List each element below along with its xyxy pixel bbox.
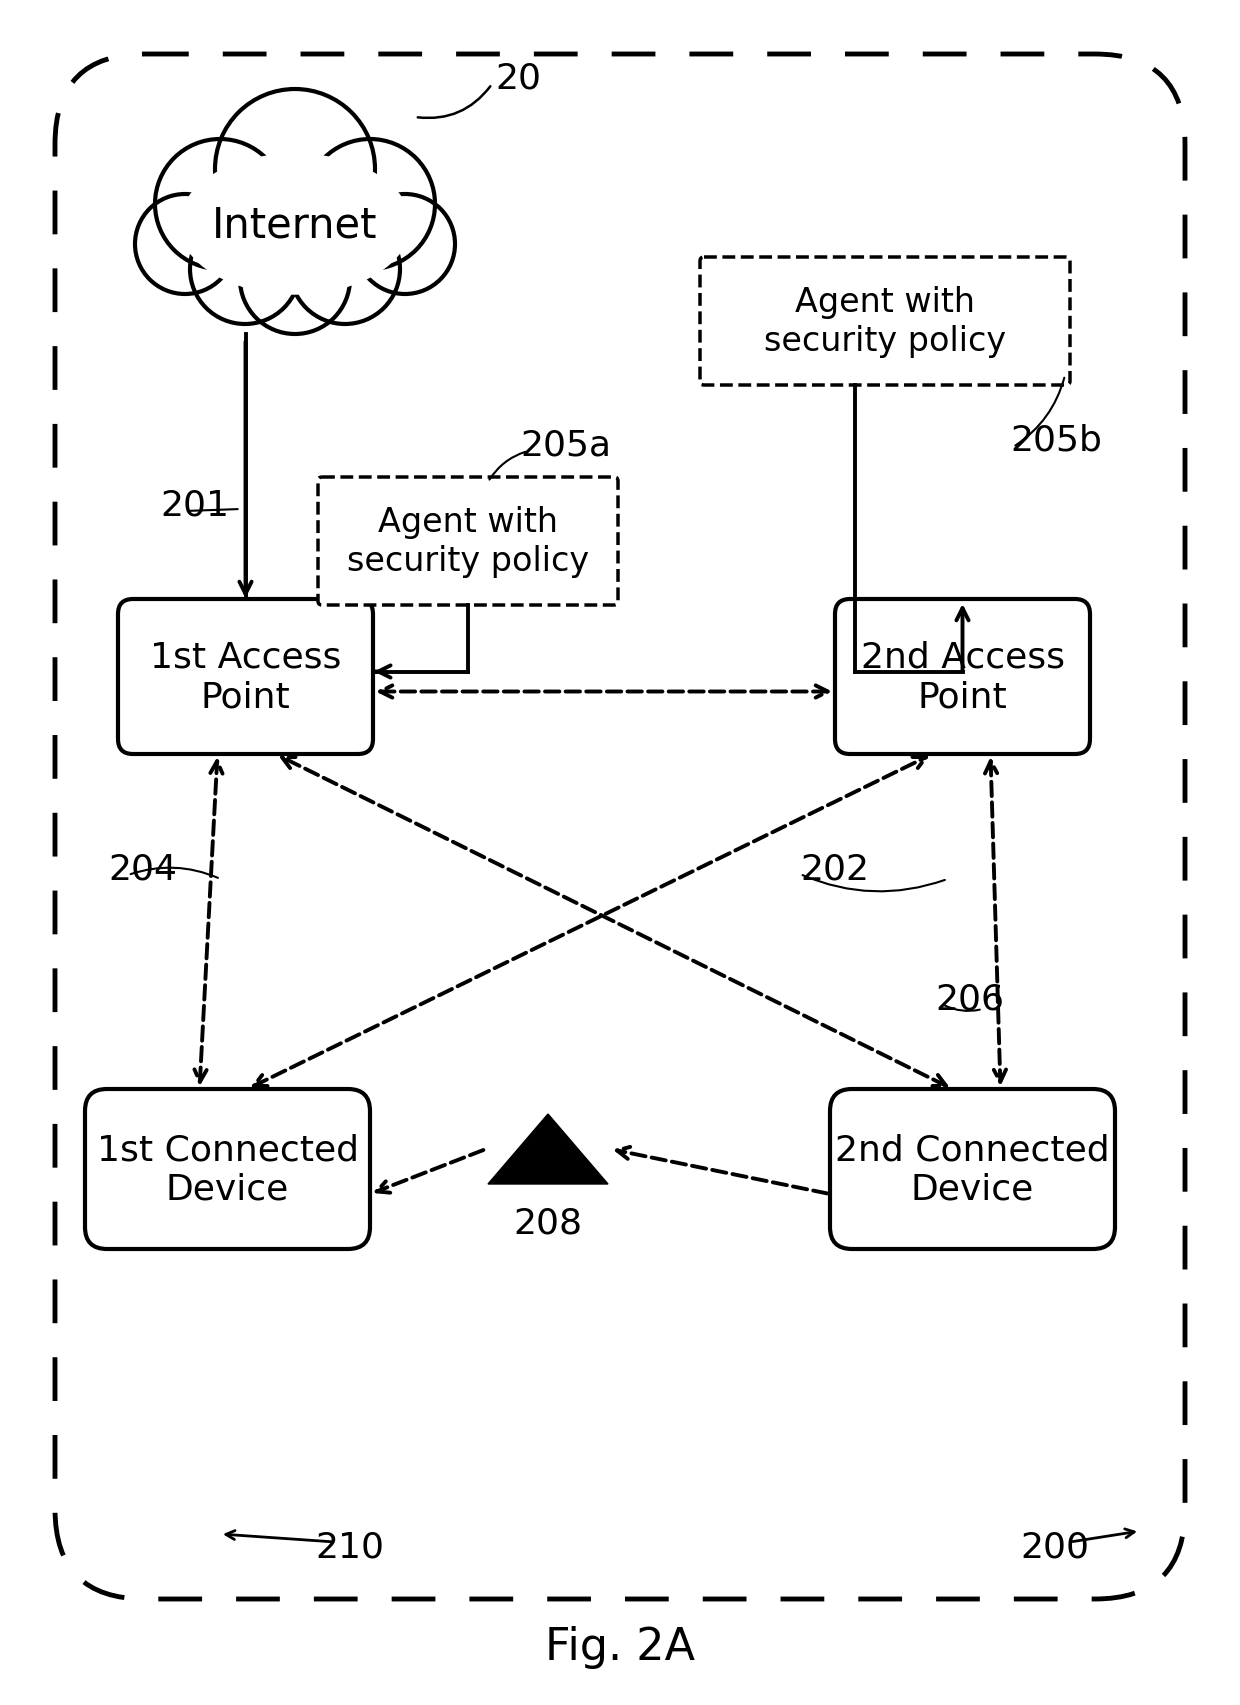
Text: 204: 204 <box>108 852 177 887</box>
Polygon shape <box>489 1115 608 1185</box>
Text: 2nd Connected
Device: 2nd Connected Device <box>836 1132 1110 1205</box>
FancyBboxPatch shape <box>830 1089 1115 1250</box>
FancyBboxPatch shape <box>835 600 1090 755</box>
Text: Internet: Internet <box>212 205 378 246</box>
Text: 20: 20 <box>495 61 541 95</box>
Text: 200: 200 <box>1021 1529 1090 1563</box>
Text: 1st Connected
Device: 1st Connected Device <box>97 1132 358 1205</box>
Text: 205a: 205a <box>520 428 611 462</box>
Text: Agent with
security policy: Agent with security policy <box>764 286 1006 358</box>
Text: 2nd Access
Point: 2nd Access Point <box>861 641 1064 714</box>
Text: 202: 202 <box>800 852 869 887</box>
Text: 201: 201 <box>160 488 229 522</box>
Text: Agent with
security policy: Agent with security policy <box>347 506 589 578</box>
Text: 205b: 205b <box>1011 423 1102 457</box>
Circle shape <box>355 194 455 295</box>
Text: 206: 206 <box>935 982 1004 1016</box>
Circle shape <box>155 140 285 269</box>
FancyBboxPatch shape <box>86 1089 370 1250</box>
Text: Fig. 2A: Fig. 2A <box>544 1625 696 1669</box>
FancyBboxPatch shape <box>701 257 1070 385</box>
Text: 1st Access
Point: 1st Access Point <box>150 641 341 714</box>
Text: 210: 210 <box>315 1529 384 1563</box>
Circle shape <box>135 194 236 295</box>
Ellipse shape <box>180 155 410 295</box>
Circle shape <box>305 140 435 269</box>
FancyBboxPatch shape <box>118 600 373 755</box>
FancyBboxPatch shape <box>317 477 618 605</box>
FancyBboxPatch shape <box>55 55 1185 1599</box>
Text: 208: 208 <box>513 1205 583 1240</box>
Circle shape <box>190 215 300 326</box>
Circle shape <box>215 90 374 251</box>
Circle shape <box>241 225 350 334</box>
Circle shape <box>290 215 401 326</box>
